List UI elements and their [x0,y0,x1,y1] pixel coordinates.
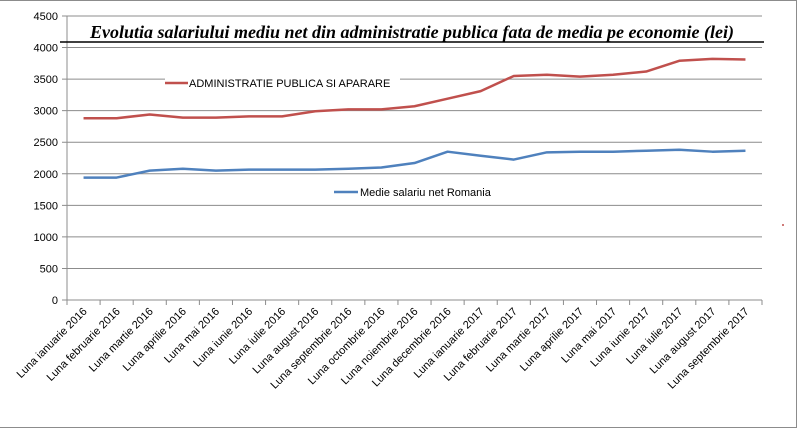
chart-title: Evolutia salariului mediu net din admini… [89,22,734,43]
stray-dot [782,224,784,226]
y-tick-label: 500 [40,263,58,275]
y-tick-label: 1500 [34,200,58,212]
legend-entry-romania: Medie salariu net Romania [334,184,514,200]
x-tick-label: Luna iunie 2016 [191,306,255,370]
y-tick-label: 1000 [34,232,58,244]
legend-entry-admin: ADMINISTRATIE PUBLICA SI APARARE [165,75,400,91]
y-tick-label: 2000 [34,169,58,181]
x-tick-label: Luna iunie 2017 [588,306,652,370]
legend-label-admin: ADMINISTRATIE PUBLICA SI APARARE [189,78,390,90]
y-tick-label: 3000 [34,106,58,118]
y-tick-label: 4000 [34,43,58,55]
y-tick-label: 3500 [34,74,58,86]
y-tick-label: 2500 [34,137,58,149]
legend-label-romania: Medie salariu net Romania [360,187,492,199]
y-tick-label: 0 [52,295,58,307]
y-tick-label: 4500 [34,11,58,23]
